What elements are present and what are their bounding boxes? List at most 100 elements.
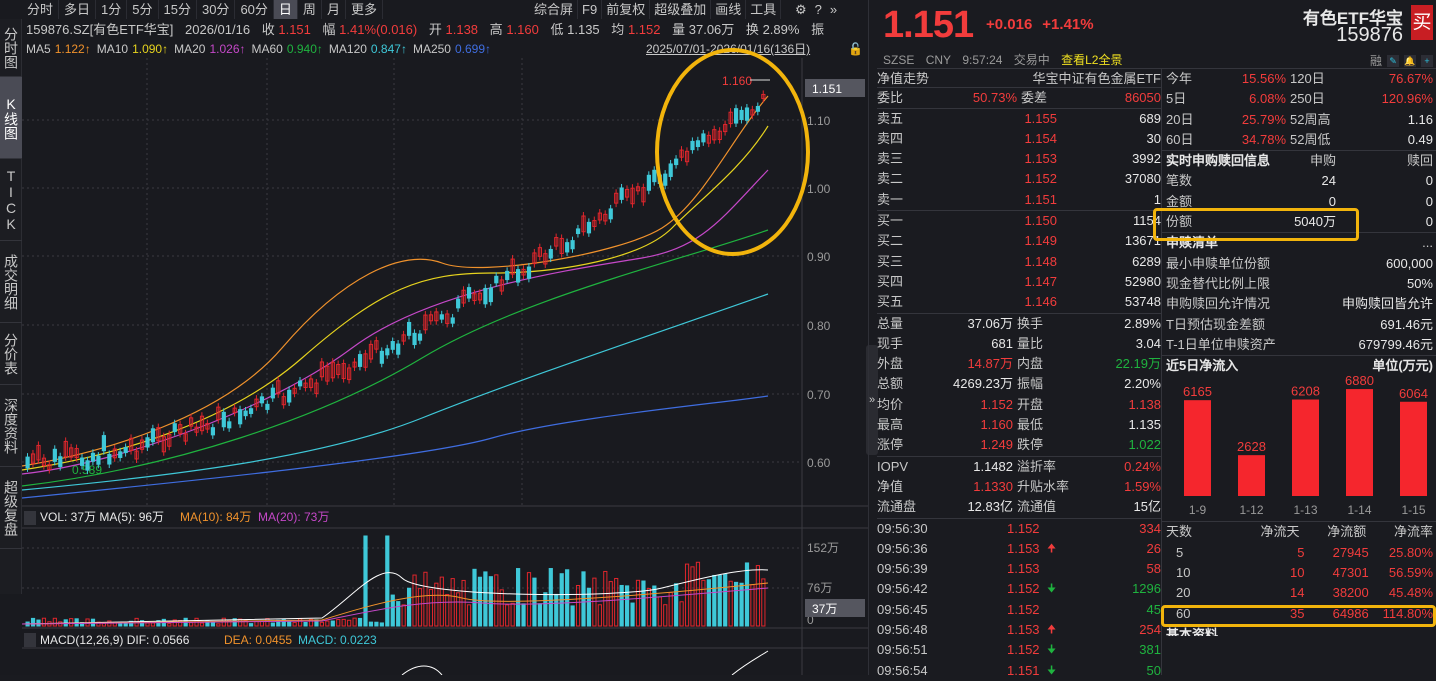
svg-text:0.90: 0.90 [807,250,831,264]
inflow-bar [1346,389,1373,497]
help-icon[interactable]: ? [814,2,822,17]
return-row: 20日 25.79% 52周高 1.16 [1166,111,1433,127]
tab-10[interactable]: 更多 [346,0,383,19]
tab-3[interactable]: 5分 [127,0,159,19]
ma-legend-item: MA250 0.699↑ [412,42,492,56]
arrow-up-icon: 🠉 [1047,542,1057,555]
side-nav-item-4[interactable]: 分价表 [0,323,22,385]
side-nav-item-3[interactable]: 成交明细 [0,241,22,323]
close-value: 1.151 [278,22,311,37]
returns-table: 今年 15.56% 120日 76.67% 5日 6.08% 250日 120.96% 20日 2… [1162,68,1436,152]
nav-trend-row[interactable]: 净值走势 华宝中证有色金属ETF [877,68,1161,89]
add-icon[interactable]: + [1421,54,1433,67]
stat-row: 涨停 1.249 跌停 1.022 [877,437,1161,453]
svg-text:1.00: 1.00 [807,182,831,196]
svg-text:37万: 37万 [812,602,837,616]
expand-icon[interactable]: » [829,2,838,17]
tab-4[interactable]: 15分 [159,0,197,19]
subscription-table: 实时申购赎回信息 申购 赎回 笔数 24 0 金额 0 0 份额 5040万 0 [1162,151,1436,234]
svg-text:MA(10): 84万: MA(10): 84万 [180,510,251,524]
svg-text:6880: 6880 [1345,376,1374,388]
collapse-panel-button[interactable]: » [866,345,878,455]
highlight-box-10day [1161,605,1436,627]
side-nav-item-2[interactable]: TICK [0,159,22,241]
ask-levels: 卖五 1.155 689 卖四 1.154 30 卖三 1.153 3992 卖二 1.152 370… [877,109,1161,212]
asks-level-row[interactable]: 卖二 1.152 37080 [877,171,1161,187]
side-nav-item-0[interactable]: 分时图 [0,19,22,77]
stat-row: 最高 1.160 最低 1.135 [877,417,1161,433]
stat-row: 外盘 14.87万 内盘 22.19万 [877,356,1161,372]
etf-stats: IOPV 1.1482 溢折率 0.24% 净值 1.1330 升贴水率 1.59% 流通盘 12… [877,457,1161,519]
toolbar-button-2[interactable]: 前复权 [602,0,651,19]
tab-8[interactable]: 周 [298,0,322,19]
inflow-bar [1238,455,1265,497]
alert-bell-icon[interactable]: 🔔 [1404,54,1416,67]
stat-row: IOPV 1.1482 溢折率 0.24% [877,458,1161,474]
tick-row: 09:56:45 1.152 45 [877,600,1161,620]
no-arrow [1047,600,1067,620]
toolbar-button-1[interactable]: F9 [578,0,603,19]
inflow-bar [1184,400,1211,497]
toolbar-button-5[interactable]: 工具 [746,0,782,19]
gear-icon[interactable]: ⚙ [795,2,807,17]
tab-1[interactable]: 多日 [59,0,97,19]
side-nav-item-5[interactable]: 深度资料 [0,385,22,467]
highlight-box-shares [1153,208,1359,241]
ma-legend: MA5 1.122↑ MA10 1.090↑ MA20 1.026↑ MA60 0.940↑ M… [26,40,497,58]
tick-row: 09:56:54 1.151 🠋 50 [877,661,1161,681]
no-arrow [1047,559,1067,579]
subscription-row: 份额 5040万 0 [1166,214,1433,230]
return-row: 今年 15.56% 120日 76.67% [1166,71,1433,86]
change-amount: +0.016 [986,16,1033,33]
bids-level-row[interactable]: 买四 1.147 52980 [877,273,1161,289]
toolbar-button-4[interactable]: 画线 [711,0,747,19]
tab-7[interactable]: 日 [273,0,298,19]
side-nav-item-6[interactable]: 超级复盘 [0,467,22,549]
side-nav-item-1[interactable]: K线图 [0,77,22,159]
security-code: 159876 [1336,24,1403,46]
tick-list[interactable]: 09:56:30 1.152 334 09:56:36 1.153 🠉 26 09:56:39… [877,519,1161,681]
arrow-down-icon: 🠋 [1047,583,1057,596]
asks-level-row[interactable]: 卖四 1.154 30 [877,130,1161,146]
tab-6[interactable]: 60分 [235,0,274,19]
bids-level-row[interactable]: 买二 1.149 13671 [877,233,1161,249]
svg-text:MACD(12,26,9) DIF: 0.0566: MACD(12,26,9) DIF: 0.0566 [40,633,190,647]
avg-value: 1.152 [627,22,661,37]
period-tabs: 分时 多日 1分 5分 15分 30分 60分日周月更多 [22,0,383,19]
pcf-row: 申购赎回允许情况 申购赎回皆允许 [1166,296,1433,312]
arrow-down-icon: 🠋 [1047,664,1057,677]
tick-row: 09:56:30 1.152 334 [877,519,1161,539]
asks-level-row[interactable]: 卖五 1.155 689 [877,110,1161,126]
tab-9[interactable]: 月 [322,0,346,19]
edit-icon[interactable]: ✎ [1387,54,1399,67]
l2-link[interactable]: 查看L2全景 [1061,53,1123,67]
tick-row: 09:56:51 1.152 🠋 381 [877,640,1161,660]
toolbar-button-3[interactable]: 超级叠加 [650,0,712,19]
ma-legend-item: MA20 1.026↑ [174,42,246,56]
bids-level-row[interactable]: 买一 1.150 1154 [877,213,1161,229]
asks-level-row[interactable]: 卖三 1.153 3992 [877,151,1161,167]
svg-text:2628: 2628 [1237,440,1266,455]
tab-2[interactable]: 1分 [96,0,128,19]
svg-text:VOL: 37万 MA(5): 96万: VOL: 37万 MA(5): 96万 [40,510,164,524]
stat-row: 总量 37.06万 换手 2.89% [877,315,1161,331]
buy-button[interactable]: 买 [1411,5,1433,40]
inflow-bar [1400,402,1427,497]
svg-text:1-14: 1-14 [1347,503,1371,517]
asks-level-row[interactable]: 卖一 1.151 1 [877,191,1161,207]
svg-text:1-12: 1-12 [1239,503,1263,517]
flow-table-row: 5 5 27945 25.80% [1176,544,1433,560]
return-row: 60日 34.78% 52周低 0.49 [1166,131,1433,147]
bids-level-row[interactable]: 买五 1.146 53748 [877,294,1161,310]
low-value: 1.135 [567,22,600,37]
lock-icon[interactable]: 🔓 [848,42,863,56]
svg-text:6064: 6064 [1399,386,1428,401]
flow-header: 近5日净流入 单位(万元) [1166,358,1433,374]
pcf-row: T日预估现金差额 691.46元 [1166,316,1433,332]
tab-5[interactable]: 30分 [197,0,236,19]
bids-level-row[interactable]: 买三 1.148 6289 [877,253,1161,269]
toolbar-button-0[interactable]: 综合屏 [530,0,579,19]
svg-text:0.80: 0.80 [807,319,831,333]
ma-legend-item: MA120 0.847↑ [328,42,407,56]
tab-0[interactable]: 分时 [22,0,60,19]
